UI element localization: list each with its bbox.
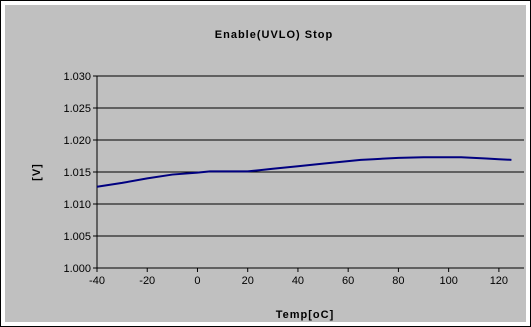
x-tick-label: 0 <box>194 275 200 287</box>
x-tick-label: 40 <box>292 275 304 287</box>
y-gridlines <box>97 75 524 237</box>
x-tick-label: -20 <box>139 275 155 287</box>
y-tick-label: 1.025 <box>63 103 91 115</box>
plot-background <box>5 5 526 322</box>
y-tick-labels: 1.000 1.005 1.010 1.015 1.020 1.025 1.030 <box>63 71 91 275</box>
x-tick-labels: -40 -20 0 20 40 60 80 100 120 <box>89 275 508 287</box>
x-tick-label: 100 <box>439 275 457 287</box>
x-tick-label: -40 <box>89 275 105 287</box>
y-tick-label: 1.030 <box>63 71 91 83</box>
chart-title: Enable(UVLO) Stop <box>215 29 333 41</box>
y-tick-label: 1.000 <box>63 263 91 275</box>
x-axis-label: Temp[oC] <box>276 309 335 321</box>
y-tick-label: 1.015 <box>63 167 91 179</box>
series-line <box>96 156 512 188</box>
x-tick-label: 80 <box>392 275 404 287</box>
y-tick-label: 1.020 <box>63 135 91 147</box>
y-axis-label: [V] <box>31 163 43 181</box>
y-tick-label: 1.005 <box>63 231 91 243</box>
x-tick-label: 120 <box>490 275 508 287</box>
y-tick-label: 1.010 <box>63 199 91 211</box>
x-tick-label: 20 <box>242 275 254 287</box>
axes <box>93 75 524 272</box>
x-tick-label: 60 <box>342 275 354 287</box>
